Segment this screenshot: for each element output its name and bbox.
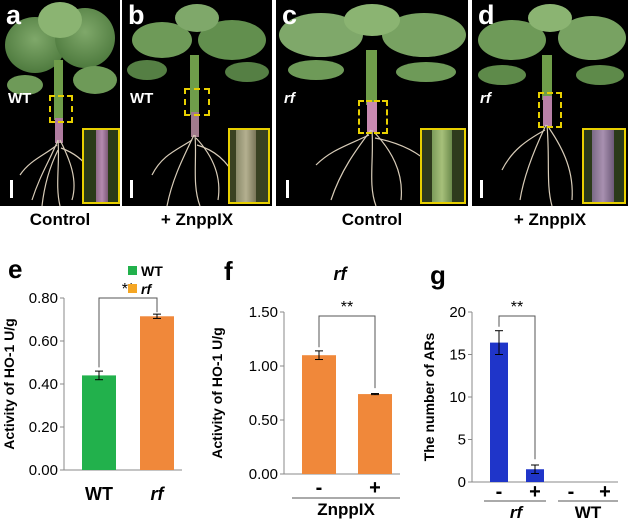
chart-letter-e: e [8, 254, 23, 284]
significance-bracket [318, 315, 376, 389]
plant-wt-control-image [5, 2, 117, 206]
y-axis-label: Activity of HO-1 U/g [210, 327, 225, 458]
chart-title: rf [334, 264, 349, 284]
significance-bracket [98, 297, 158, 368]
chart-letter-g: g [430, 260, 446, 290]
significance-label: ** [341, 299, 353, 316]
panel-letter: d [478, 0, 495, 30]
significance-label: ** [511, 299, 523, 316]
panel-letter: b [128, 0, 145, 30]
genotype-label: WT [130, 90, 154, 107]
region-of-interest-box [358, 100, 388, 134]
bar [82, 375, 116, 470]
legend-label: rf [141, 281, 152, 297]
treatment-label-c: Control [341, 210, 403, 229]
photo-panel-a: a WT [0, 0, 120, 206]
y-tick-label: 0.40 [29, 376, 58, 393]
y-tick-label: 0.50 [249, 412, 278, 429]
x-group-label: rf [510, 503, 525, 520]
y-tick-label: 0.60 [29, 333, 58, 350]
y-tick-label: 0.00 [249, 466, 278, 483]
x-category-label: + [599, 481, 611, 503]
x-category-label: rf [151, 484, 166, 504]
stem-inset-image [82, 128, 120, 204]
stem-inset-image [582, 128, 626, 204]
chart-letter-f: f [224, 256, 233, 286]
photo-panel-c: c rf [276, 0, 468, 206]
region-of-interest-box [49, 95, 73, 123]
treatment-label-d: + ZnppIX [513, 210, 587, 229]
y-tick-label: 0 [458, 474, 466, 491]
photo-panel-d: d rf [472, 0, 628, 206]
bar [526, 469, 544, 482]
plant-rf-znppix-image [478, 4, 626, 206]
bar [302, 355, 336, 474]
scale-bar [286, 180, 289, 198]
stem-inset-image [228, 128, 270, 204]
y-tick-label: 1.50 [249, 304, 278, 321]
y-tick-label: 0.00 [29, 462, 58, 479]
genotype-label: WT [8, 90, 32, 107]
x-category-label: WT [85, 484, 113, 504]
legend-label: WT [141, 263, 163, 279]
photo-panel-b: b WT [122, 0, 272, 206]
scale-bar [130, 180, 133, 198]
y-tick-label: 1.00 [249, 358, 278, 375]
scale-bar [10, 180, 13, 198]
plant-rf-control-image [279, 4, 466, 206]
x-category-label: + [369, 477, 381, 499]
x-category-label: - [316, 477, 323, 499]
bar [490, 342, 508, 482]
region-of-interest-box [184, 88, 210, 116]
x-category-label: + [529, 481, 541, 503]
y-axis-label: The number of ARs [421, 332, 437, 461]
plant-wt-znppix-image [127, 4, 269, 206]
bar [140, 316, 174, 470]
panel-letter: a [6, 0, 22, 30]
region-of-interest-box [538, 92, 562, 128]
y-tick-label: 10 [449, 389, 466, 406]
y-axis-label: Activity of HO-1 U/g [1, 318, 17, 449]
legend-swatch [128, 284, 137, 293]
x-group-label: WT [575, 503, 602, 520]
y-tick-label: 15 [449, 347, 466, 364]
y-tick-label: 0.20 [29, 419, 58, 436]
treatment-label-a: Control [29, 210, 91, 229]
legend-swatch [128, 266, 137, 275]
y-tick-label: 5 [458, 432, 466, 449]
bar [358, 394, 392, 474]
stem-inset-image [420, 128, 466, 204]
chart-e: 0.00 0.20 0.40 0.60 0.80 Activity of HO-1 U/g… [1, 263, 182, 504]
y-tick-label: 20 [449, 304, 466, 321]
treatment-label-b: + ZnppIX [160, 210, 234, 229]
chart-f: 0.00 0.50 1.00 1.50 Activity of HO-1 U/g rf - +… [210, 264, 400, 519]
x-group-label: ZnppIX [317, 500, 375, 519]
scale-bar [480, 180, 483, 198]
panel-letter: c [282, 0, 298, 30]
x-category-label: - [568, 481, 575, 503]
y-tick-label: 0.80 [29, 290, 58, 307]
x-category-label: - [496, 481, 503, 503]
significance-bracket [498, 315, 536, 460]
genotype-label: rf [284, 90, 295, 107]
genotype-label: rf [480, 90, 491, 107]
